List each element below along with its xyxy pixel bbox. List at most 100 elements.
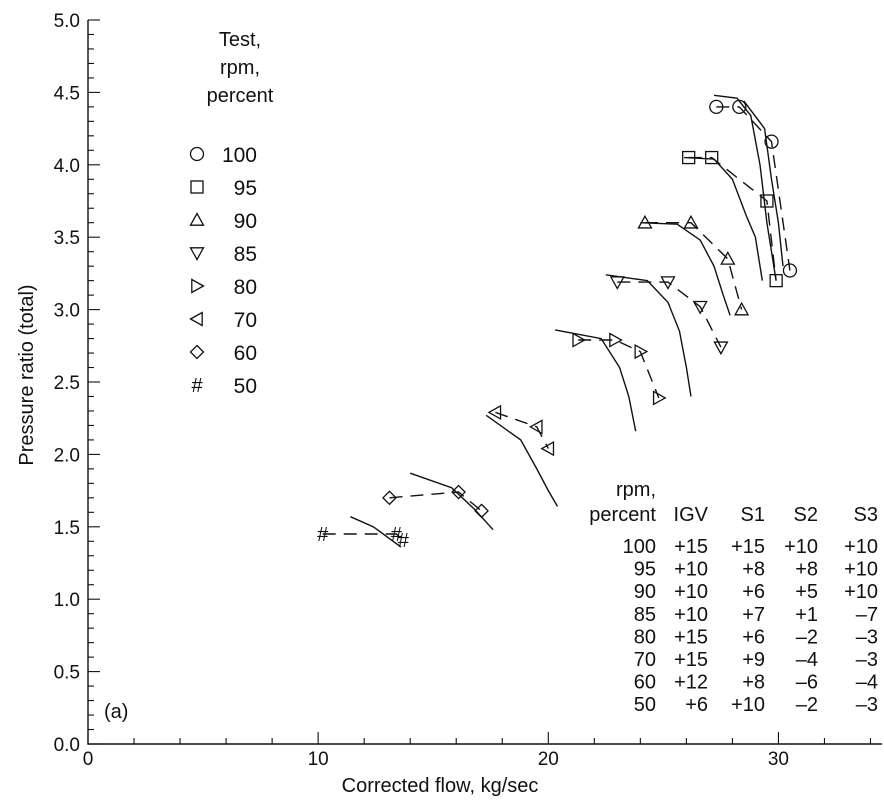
markers: # ## xyxy=(317,99,798,552)
table-cell: –6 xyxy=(796,672,818,694)
table-cell: –3 xyxy=(856,649,878,671)
data-point-70 xyxy=(540,441,555,457)
table-cell: 80 xyxy=(634,626,656,648)
simulation-line-100 xyxy=(743,100,784,267)
y-tick-label: 3.5 xyxy=(54,228,80,249)
legend-label-85: 85 xyxy=(234,243,257,266)
data-point-95 xyxy=(682,150,696,165)
y-axis-label: Pressure ratio (total) xyxy=(16,284,38,465)
data-point-100 xyxy=(764,134,779,149)
simulation-line-50 xyxy=(350,516,402,548)
test-line-50 xyxy=(322,533,404,541)
table-cell: +7 xyxy=(742,604,765,626)
simulation-line-60 xyxy=(409,472,494,531)
test-line-70 xyxy=(495,411,549,449)
data-point-85 xyxy=(660,276,676,290)
x-axis-label: Corrected flow, kg/sec xyxy=(342,775,539,797)
x-tick-label: 10 xyxy=(308,749,329,770)
table-cell: +10 xyxy=(674,604,708,626)
table-cell: +10 xyxy=(784,536,818,558)
data-point-60 xyxy=(382,490,397,506)
y-tick-label: 2.5 xyxy=(54,373,80,394)
y-tick-label: 0.0 xyxy=(54,735,80,756)
table-cell: +15 xyxy=(731,536,765,558)
table-header: rpm, xyxy=(616,479,656,501)
data-point-90 xyxy=(683,214,699,229)
table-cell: –4 xyxy=(796,649,818,671)
table-cell: +12 xyxy=(674,672,708,694)
table-cell: +9 xyxy=(742,649,765,671)
table-cell: 60 xyxy=(634,672,656,694)
legend-marker-90 xyxy=(189,212,205,226)
legend-marker-85 xyxy=(189,247,205,261)
table-cell: –2 xyxy=(796,694,818,716)
data-point-80 xyxy=(572,332,587,348)
x-tick-label: 30 xyxy=(768,749,789,770)
test-line-90 xyxy=(645,221,743,310)
legend-marker-80 xyxy=(191,278,205,294)
table-cell: 70 xyxy=(634,649,656,671)
test-line-100 xyxy=(716,106,791,271)
table-cell: –7 xyxy=(856,604,878,626)
table-cell: +5 xyxy=(795,581,818,603)
legend-label-60: 60 xyxy=(234,342,257,365)
y-tick-label: 5.0 xyxy=(54,11,80,32)
data-point-70 xyxy=(528,419,543,435)
data-point-80 xyxy=(634,343,649,360)
legend-label-95: 95 xyxy=(234,177,257,200)
simulation-line-100 xyxy=(713,94,777,281)
data-point-80 xyxy=(652,390,667,406)
data-point-85 xyxy=(713,341,729,356)
data-point-95 xyxy=(769,273,783,288)
table-cell: +15 xyxy=(674,626,708,648)
x-tick-label: 20 xyxy=(538,749,559,770)
table-cell: +10 xyxy=(731,694,765,716)
x-tick-label: 0 xyxy=(83,749,94,770)
legend: Test, rpm, percent 100 95 90 85 80 70 60 # 50 xyxy=(189,29,274,398)
table-cell: –2 xyxy=(796,626,818,648)
test-line-95 xyxy=(688,156,777,281)
y-tick-label: 4.0 xyxy=(54,156,80,177)
table-cell: 90 xyxy=(634,581,656,603)
table-cell: 95 xyxy=(634,559,656,581)
table-cell: –3 xyxy=(856,626,878,648)
simulation-line-95 xyxy=(684,156,763,281)
table-cell: +15 xyxy=(674,649,708,671)
data-point-50: # xyxy=(398,530,410,552)
simulation-line-70 xyxy=(485,414,559,507)
data-point-90 xyxy=(734,301,750,316)
data-point-80 xyxy=(609,332,623,348)
y-tick-label: 0.5 xyxy=(54,663,80,684)
legend-marker-70 xyxy=(189,311,203,327)
table-cell: +8 xyxy=(742,672,765,694)
data-point-100 xyxy=(732,99,747,115)
data-point-100 xyxy=(782,263,798,278)
simulation-line-85 xyxy=(605,274,692,397)
legend-label-70: 70 xyxy=(234,309,257,332)
data-point-95 xyxy=(705,150,719,165)
legend-label-100: 100 xyxy=(222,144,257,167)
data-point-90 xyxy=(637,214,653,229)
table-cell: 100 xyxy=(623,536,656,558)
table-cell: –3 xyxy=(856,694,878,716)
legend-label-80: 80 xyxy=(234,276,257,299)
table-cell: +10 xyxy=(844,559,878,581)
table-cell: +1 xyxy=(795,604,818,626)
legend-marker-50: # xyxy=(191,375,203,397)
y-tick-label: 3.0 xyxy=(54,301,80,322)
y-tick-label: 2.0 xyxy=(54,445,80,466)
legend-title: rpm, xyxy=(220,57,260,79)
data-point-60 xyxy=(451,484,466,500)
data-point-85 xyxy=(692,300,708,315)
table-cell: +8 xyxy=(795,559,818,581)
data-point-95 xyxy=(760,194,774,208)
curves xyxy=(322,94,791,548)
data-point-85 xyxy=(609,276,625,290)
data-point-70 xyxy=(487,404,502,421)
data-point-50: # xyxy=(391,524,403,546)
legend-title: percent xyxy=(207,85,274,107)
table-header: S3 xyxy=(854,504,878,526)
legend-marker-95 xyxy=(190,180,204,194)
table-cell: +10 xyxy=(844,581,878,603)
